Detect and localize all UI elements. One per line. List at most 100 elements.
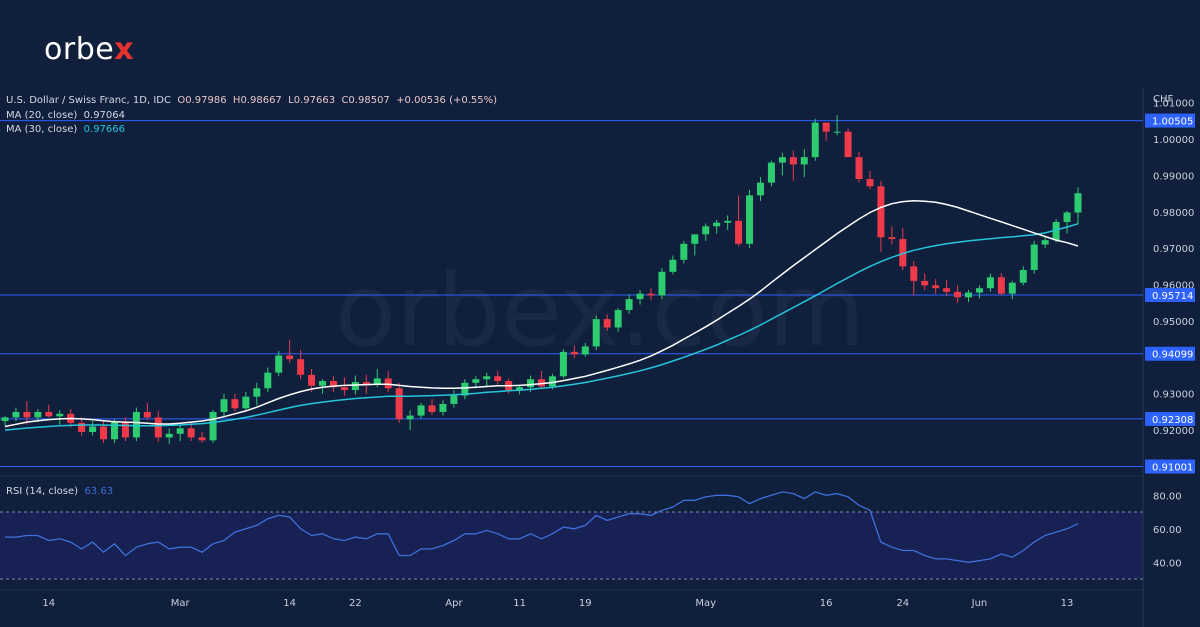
- candle-body: [691, 234, 699, 244]
- ohlc-change: +0.00536 (+0.55%): [396, 95, 498, 106]
- candle-body: [231, 399, 239, 409]
- candle-body: [767, 162, 775, 183]
- price-axis-currency: CHF: [1153, 94, 1174, 105]
- ma30-value: 0.97666: [83, 124, 126, 135]
- candle-body: [932, 285, 940, 289]
- candle-body: [198, 437, 206, 441]
- candle-body: [527, 379, 535, 388]
- candle-body: [855, 157, 863, 179]
- level-tag: [1145, 411, 1195, 426]
- level-tag-label: 1.00505: [1152, 117, 1193, 128]
- candle-body: [384, 378, 392, 389]
- candle-body: [56, 413, 64, 417]
- candle-body: [538, 379, 545, 387]
- candle-body: [428, 405, 436, 412]
- rsi-legend: RSI (14, close) 63.63: [6, 486, 113, 497]
- candle-body: [877, 186, 885, 238]
- candle-body: [581, 346, 589, 355]
- candle-body: [1030, 244, 1038, 270]
- candle-body: [1, 417, 9, 422]
- rsi-label: RSI (14, close): [6, 486, 79, 497]
- rsi-line: [5, 491, 1079, 563]
- time-axis-label: 22: [349, 598, 362, 609]
- candle-body: [636, 293, 644, 300]
- candle-body: [472, 379, 480, 383]
- time-axis-label: May: [695, 598, 716, 609]
- candle-body: [943, 288, 951, 292]
- candle-body: [811, 122, 819, 158]
- candle-body: [264, 372, 272, 389]
- candle-body: [89, 426, 97, 432]
- candle-body: [746, 195, 754, 244]
- candle-body: [209, 411, 217, 441]
- candle-body: [614, 310, 622, 328]
- candle-body: [253, 388, 261, 397]
- price-tick-label: 0.99000: [1153, 171, 1194, 182]
- candle-body: [1019, 269, 1027, 283]
- candle-body: [965, 292, 973, 298]
- candle-body: [308, 374, 316, 386]
- candle-body: [603, 319, 611, 328]
- candle-body: [220, 399, 228, 412]
- ohlc-high: H0.98667: [232, 95, 282, 106]
- candle-body: [143, 411, 151, 418]
- candle-body: [286, 355, 294, 360]
- symbol-legend: U.S. Dollar / Swiss Franc, 1D, IDC O0.97…: [6, 95, 497, 106]
- candle-body: [647, 293, 655, 296]
- level-tag: [1145, 113, 1195, 128]
- candle-body: [899, 239, 907, 267]
- candle-body: [844, 131, 852, 158]
- level-tag-label: 0.95714: [1152, 291, 1193, 302]
- candle-body: [461, 382, 469, 396]
- price-tick-label: 1.00000: [1153, 135, 1194, 146]
- candle-body: [702, 226, 710, 235]
- candle-body: [592, 319, 600, 347]
- candle-body: [450, 395, 458, 404]
- level-tag: [1145, 346, 1195, 361]
- candle-body: [121, 422, 129, 438]
- ma20-label: MA (20, close): [6, 110, 78, 121]
- candle-body: [439, 403, 447, 412]
- candle-body: [625, 299, 633, 311]
- candle-body: [329, 381, 337, 388]
- ma30-label: MA (30, close): [6, 124, 78, 135]
- candle-body: [165, 433, 173, 438]
- candle-body: [735, 220, 743, 244]
- candle-body: [242, 396, 250, 409]
- price-tick-label: 0.96000: [1153, 281, 1194, 292]
- price-tick-label: 0.92000: [1153, 426, 1194, 437]
- candle-body: [340, 387, 348, 391]
- candle-body: [1041, 240, 1049, 245]
- candle-body: [23, 411, 31, 418]
- level-tag: [1145, 459, 1195, 474]
- candle-body: [132, 411, 140, 438]
- time-axis-label: Mar: [171, 598, 191, 609]
- candle-body: [954, 291, 962, 298]
- candle-body: [1063, 212, 1071, 222]
- level-tag-label: 0.94099: [1152, 350, 1193, 361]
- candle-body: [756, 182, 764, 196]
- candle-body: [373, 378, 381, 385]
- candle-body: [297, 359, 305, 375]
- candle-body: [34, 411, 42, 418]
- time-axis-label: 24: [896, 598, 909, 609]
- ohlc-open: O0.97986: [177, 95, 227, 106]
- candle-body: [866, 178, 874, 187]
- price-tick-label: 0.98000: [1153, 208, 1194, 219]
- candle-body: [275, 355, 283, 373]
- ohlc-low: L0.97663: [288, 95, 336, 106]
- candle-body: [724, 220, 732, 223]
- candle-body: [78, 422, 86, 432]
- candle-body: [176, 428, 184, 434]
- rsi-tick-label: 80.00: [1153, 491, 1182, 502]
- candle-body: [658, 271, 666, 296]
- time-axis-label: Apr: [445, 598, 463, 609]
- candle-body: [187, 428, 195, 438]
- ma20-line: [4, 200, 1079, 428]
- time-axis-label: Jun: [971, 598, 988, 609]
- rsi-tick-label: 40.00: [1153, 558, 1182, 569]
- candle-body: [319, 381, 327, 386]
- candle-body: [100, 426, 108, 440]
- candle-body: [669, 259, 677, 272]
